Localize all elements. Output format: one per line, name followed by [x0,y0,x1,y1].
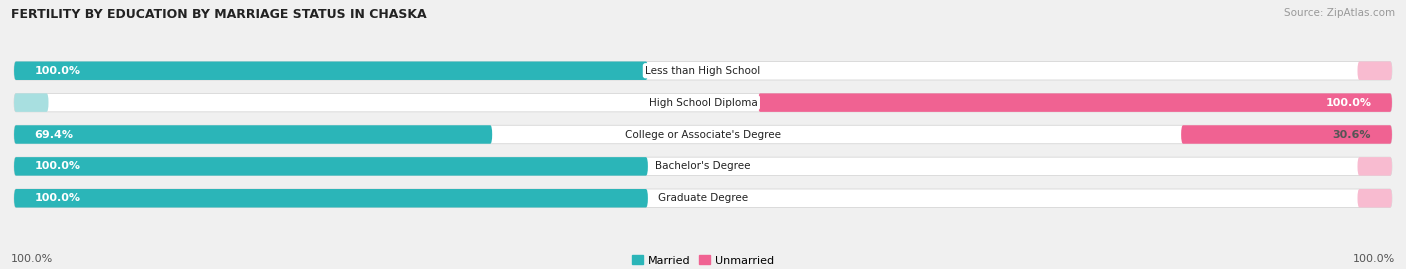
FancyBboxPatch shape [1181,125,1392,144]
FancyBboxPatch shape [14,189,1392,207]
Text: FERTILITY BY EDUCATION BY MARRIAGE STATUS IN CHASKA: FERTILITY BY EDUCATION BY MARRIAGE STATU… [11,8,427,21]
FancyBboxPatch shape [1358,189,1392,207]
Text: 100.0%: 100.0% [11,254,53,264]
FancyBboxPatch shape [1358,157,1392,176]
FancyBboxPatch shape [1358,62,1392,80]
FancyBboxPatch shape [14,157,1392,176]
FancyBboxPatch shape [14,125,1392,144]
Text: High School Diploma: High School Diploma [648,98,758,108]
FancyBboxPatch shape [14,125,492,144]
Text: 100.0%: 100.0% [35,161,80,171]
FancyBboxPatch shape [758,93,1392,112]
Text: 100.0%: 100.0% [1353,254,1395,264]
FancyBboxPatch shape [14,93,1392,112]
Text: 100.0%: 100.0% [35,66,80,76]
Text: Source: ZipAtlas.com: Source: ZipAtlas.com [1284,8,1395,18]
Text: 69.4%: 69.4% [35,129,73,140]
FancyBboxPatch shape [14,62,648,80]
FancyBboxPatch shape [14,157,648,176]
Text: Less than High School: Less than High School [645,66,761,76]
Text: 30.6%: 30.6% [1333,129,1371,140]
FancyBboxPatch shape [14,93,48,112]
FancyBboxPatch shape [14,62,1392,80]
Text: 100.0%: 100.0% [35,193,80,203]
Text: College or Associate's Degree: College or Associate's Degree [626,129,780,140]
Text: Graduate Degree: Graduate Degree [658,193,748,203]
Text: Bachelor's Degree: Bachelor's Degree [655,161,751,171]
FancyBboxPatch shape [14,189,648,207]
Legend: Married, Unmarried: Married, Unmarried [627,251,779,269]
Text: 100.0%: 100.0% [1326,98,1371,108]
